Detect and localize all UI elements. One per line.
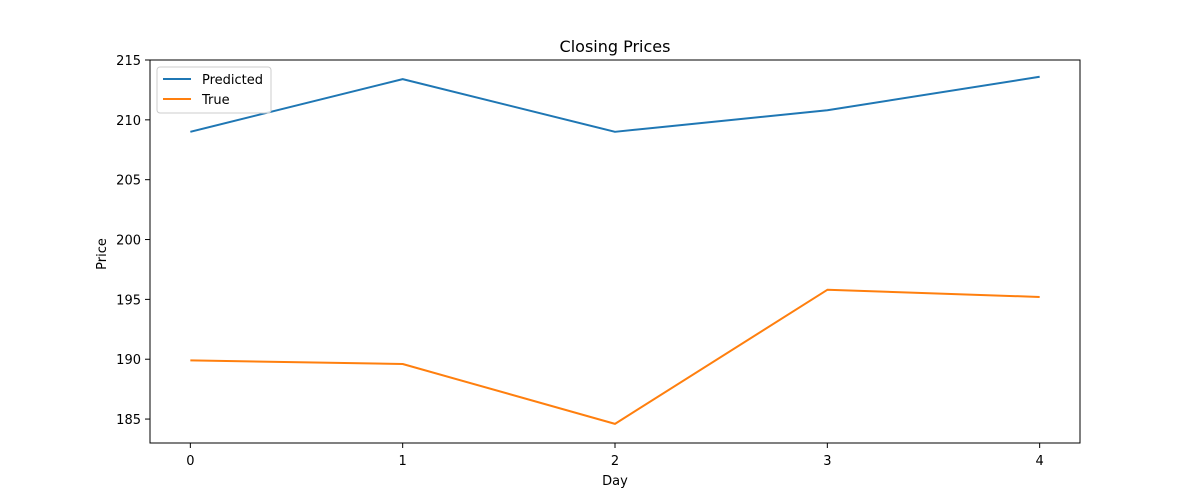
x-tick-label-1: 1 xyxy=(399,454,407,469)
y-tick-label-4: 205 xyxy=(116,174,141,189)
legend-label-predicted: Predicted xyxy=(202,73,263,88)
y-axis-label: Price xyxy=(95,238,110,270)
y-tick-label-2: 195 xyxy=(116,293,141,308)
plot-area: 0 1 2 3 4 185 190 195 200 205 210 215 xyxy=(116,54,1081,469)
x-axis-label: Day xyxy=(602,474,628,489)
y-tick-label-0: 185 xyxy=(116,413,141,428)
x-tick-label-0: 0 xyxy=(186,454,194,469)
series-layer xyxy=(190,75,1040,425)
series-line-predicted xyxy=(190,75,1040,133)
chart-title: Closing Prices xyxy=(560,37,671,56)
y-tick-label-6: 215 xyxy=(116,54,141,69)
legend: Predicted True xyxy=(156,66,272,114)
legend-label-true: True xyxy=(201,93,230,108)
x-tick-label-4: 4 xyxy=(1036,454,1044,469)
plot-frame xyxy=(149,59,1081,444)
y-tick-label-5: 210 xyxy=(116,114,141,129)
x-tick-label-2: 2 xyxy=(611,454,619,469)
series-line-true xyxy=(190,288,1040,425)
y-tick-label-1: 190 xyxy=(116,353,141,368)
x-tick-label-3: 3 xyxy=(823,454,831,469)
y-tick-label-3: 200 xyxy=(116,234,141,249)
